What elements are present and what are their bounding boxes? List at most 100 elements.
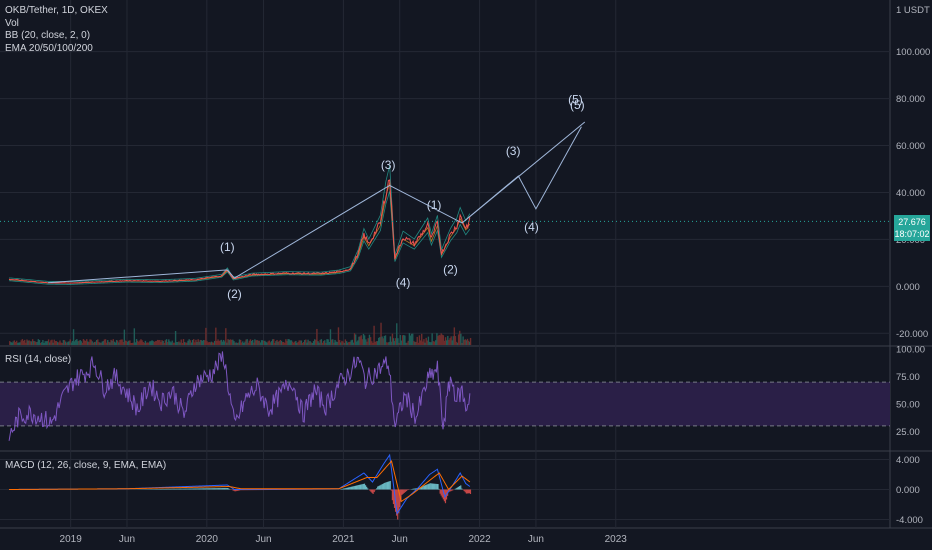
volume-bar bbox=[381, 336, 383, 345]
volume-bar bbox=[276, 339, 278, 345]
volume-bar bbox=[228, 339, 230, 345]
volume-bar bbox=[251, 339, 254, 345]
volume-bar bbox=[313, 339, 316, 345]
volume-bar bbox=[436, 333, 438, 345]
volume-bar bbox=[243, 342, 245, 345]
volume-bar bbox=[125, 341, 128, 345]
price-pane[interactable] bbox=[0, 121, 890, 345]
macd-histogram-bar bbox=[179, 488, 181, 490]
indicator-ema[interactable]: EMA 20/50/100/200 bbox=[5, 42, 93, 54]
volume-bar bbox=[341, 340, 343, 345]
macd-histogram-bar bbox=[184, 488, 187, 490]
volume-bar bbox=[197, 339, 199, 345]
rsi-pane[interactable] bbox=[0, 351, 890, 441]
volume-bar bbox=[453, 327, 456, 345]
macd-histogram-bar bbox=[173, 488, 176, 490]
chart-legend: OKB/Tether, 1D, OKEX Vol BB (20, close, … bbox=[5, 5, 108, 55]
volume-bar bbox=[68, 341, 70, 345]
macd-histogram-bar bbox=[405, 489, 407, 492]
indicator-bb[interactable]: BB (20, close, 2, 0) bbox=[5, 30, 91, 41]
macd-histogram-bar bbox=[449, 489, 451, 492]
ema-line bbox=[9, 182, 471, 284]
macd-histogram-bar bbox=[374, 489, 377, 491]
volume-bar bbox=[431, 333, 433, 345]
macd-histogram-bar bbox=[463, 489, 465, 492]
volume-bar bbox=[389, 336, 392, 345]
volume-bar bbox=[342, 341, 344, 345]
volume-bar bbox=[134, 342, 137, 345]
volume-bar bbox=[91, 341, 93, 345]
y-tick-label: 0.000 bbox=[896, 282, 920, 293]
macd-histogram-bar bbox=[237, 489, 240, 491]
volume-bar bbox=[378, 337, 380, 345]
macd-pane[interactable] bbox=[9, 453, 472, 520]
volume-bar bbox=[335, 341, 337, 345]
volume-bar bbox=[18, 342, 20, 345]
macd-histogram-bar bbox=[457, 486, 460, 490]
volume-bar bbox=[20, 340, 22, 345]
macd-histogram-bar bbox=[181, 488, 183, 490]
volume-bar bbox=[396, 323, 398, 345]
volume-bar bbox=[349, 341, 351, 345]
volume-bar bbox=[337, 327, 340, 345]
macd-tick-label: 4.000 bbox=[896, 455, 920, 466]
volume-bar bbox=[225, 328, 227, 345]
macd-histogram-bar bbox=[161, 488, 163, 490]
volume-bar bbox=[448, 339, 450, 345]
macd-histogram-bar bbox=[367, 488, 369, 490]
volume-bar bbox=[111, 340, 113, 345]
macd-histogram-bar bbox=[430, 483, 432, 490]
y-tick-label: -20.000 bbox=[896, 329, 928, 340]
volume-bar bbox=[420, 333, 423, 345]
volume-bar bbox=[236, 342, 239, 345]
wave-label: (1) bbox=[427, 198, 442, 212]
volume-bar bbox=[256, 339, 258, 345]
volume-bar bbox=[410, 333, 413, 345]
volume-bar bbox=[317, 341, 319, 345]
price-line bbox=[8, 179, 471, 284]
volume-bar bbox=[248, 340, 251, 345]
volume-bar bbox=[10, 342, 12, 345]
volume-bar bbox=[368, 334, 371, 345]
macd-histogram-bar bbox=[167, 488, 169, 490]
volume-bar bbox=[154, 341, 157, 345]
volume-bar bbox=[216, 340, 218, 345]
x-tick-label: 2022 bbox=[468, 534, 491, 545]
macd-histogram-bar bbox=[235, 489, 237, 492]
volume-bar bbox=[128, 340, 130, 345]
y-tick-label: 80.000 bbox=[896, 94, 925, 105]
volume-bar bbox=[86, 339, 88, 345]
rsi-tick-label: 50.00 bbox=[896, 399, 920, 410]
macd-histogram-bar bbox=[166, 488, 168, 490]
volume-bar bbox=[206, 341, 208, 345]
wave-label: (5) bbox=[570, 98, 585, 112]
volume-bar bbox=[181, 342, 184, 345]
volume-bar bbox=[271, 339, 274, 345]
volume-bar bbox=[465, 340, 468, 345]
volume-bar bbox=[14, 342, 17, 345]
rsi-legend[interactable]: RSI (14, close) bbox=[5, 354, 72, 365]
macd-histogram-bar bbox=[397, 489, 399, 520]
macd-histogram-bar bbox=[213, 488, 216, 490]
macd-histogram-bar bbox=[401, 489, 403, 495]
volume-bar bbox=[226, 342, 228, 345]
macd-histogram-bar bbox=[403, 489, 405, 493]
volume-bar bbox=[98, 342, 100, 345]
macd-histogram-bar bbox=[467, 489, 470, 494]
volume-bar bbox=[301, 342, 304, 345]
volume-bar bbox=[445, 340, 448, 345]
volume-bar bbox=[306, 342, 308, 345]
volume-bar bbox=[366, 341, 368, 345]
volume-bar bbox=[23, 339, 26, 345]
indicator-vol[interactable]: Vol bbox=[5, 17, 19, 29]
rsi-tick-label: 100.00 bbox=[896, 345, 925, 356]
macd-histogram-bar bbox=[193, 488, 196, 490]
macd-histogram-bar bbox=[160, 488, 162, 490]
volume-bar bbox=[212, 342, 215, 345]
symbol-title[interactable]: OKB/Tether, 1D, OKEX bbox=[5, 5, 108, 16]
volume-bar bbox=[232, 339, 234, 345]
macd-histogram-bar bbox=[190, 488, 192, 490]
macd-legend[interactable]: MACD (12, 26, close, 9, EMA, EMA) bbox=[5, 460, 167, 471]
volume-bar bbox=[114, 342, 117, 345]
